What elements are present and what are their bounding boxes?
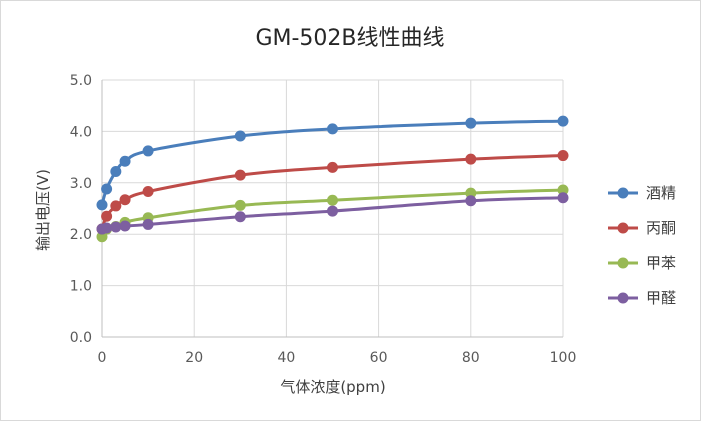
legend-label: 丙酮 bbox=[646, 219, 676, 237]
y-axis-title: 输出电压(V) bbox=[34, 169, 52, 251]
y-tick-label: 5.0 bbox=[70, 73, 92, 89]
y-tick-label: 2.0 bbox=[70, 227, 92, 243]
data-point bbox=[142, 186, 154, 198]
x-tick-label: 40 bbox=[277, 350, 295, 366]
data-point bbox=[101, 183, 113, 195]
series-1 bbox=[96, 115, 569, 211]
data-point bbox=[142, 218, 154, 230]
chart-title: GM-502B线性曲线 bbox=[255, 26, 444, 51]
data-point bbox=[119, 220, 131, 232]
legend-label: 酒精 bbox=[646, 184, 676, 202]
series-lines bbox=[96, 115, 569, 243]
legend-item: 甲醛 bbox=[608, 289, 676, 307]
data-point bbox=[327, 205, 338, 217]
data-point bbox=[234, 130, 246, 142]
data-point bbox=[234, 199, 246, 211]
series-line bbox=[100, 154, 565, 231]
legend-item: 甲苯 bbox=[608, 254, 676, 272]
data-point bbox=[327, 161, 338, 173]
x-tick-label: 80 bbox=[462, 350, 480, 366]
series-line bbox=[100, 119, 565, 207]
legend-swatch-marker bbox=[617, 257, 629, 269]
legend-swatch-marker bbox=[617, 222, 629, 234]
data-point bbox=[101, 210, 113, 222]
legend-label: 甲苯 bbox=[646, 254, 676, 272]
data-point bbox=[557, 150, 569, 162]
legend-label: 甲醛 bbox=[646, 289, 676, 307]
x-tick-label: 100 bbox=[550, 350, 577, 366]
data-point bbox=[101, 222, 113, 234]
data-point bbox=[142, 145, 154, 157]
data-point bbox=[110, 165, 122, 177]
data-point bbox=[327, 123, 338, 135]
series-4 bbox=[96, 192, 569, 235]
x-tick-label: 60 bbox=[370, 350, 388, 366]
series-2 bbox=[96, 150, 569, 235]
data-point bbox=[465, 153, 477, 165]
data-point bbox=[557, 192, 569, 204]
data-point bbox=[234, 169, 246, 181]
data-point bbox=[119, 155, 131, 167]
y-tick-labels: 0.0 1.0 2.0 3.0 4.0 5.0 bbox=[70, 73, 92, 346]
data-point bbox=[465, 187, 477, 199]
x-tick-labels: 0 20 40 60 80 100 bbox=[98, 350, 577, 366]
x-axis-title: 气体浓度(ppm) bbox=[280, 378, 385, 396]
data-point bbox=[557, 184, 569, 196]
y-tick-label: 0.0 bbox=[70, 330, 92, 346]
data-point bbox=[465, 117, 477, 129]
y-tick-label: 4.0 bbox=[70, 124, 92, 140]
legend-swatch-marker bbox=[617, 187, 629, 199]
data-point bbox=[465, 195, 477, 207]
data-point bbox=[119, 194, 131, 206]
data-point bbox=[96, 199, 108, 211]
data-point bbox=[327, 194, 338, 206]
legend-item: 丙酮 bbox=[608, 219, 676, 237]
y-tick-label: 3.0 bbox=[70, 176, 92, 192]
data-point bbox=[110, 221, 122, 233]
data-point bbox=[234, 211, 246, 223]
x-tick-label: 20 bbox=[185, 350, 203, 366]
data-point bbox=[557, 115, 569, 127]
legend-swatch-marker bbox=[617, 292, 629, 304]
data-point bbox=[110, 200, 122, 212]
legend-item: 酒精 bbox=[608, 184, 676, 202]
x-tick-label: 0 bbox=[98, 350, 107, 366]
y-tick-label: 1.0 bbox=[70, 279, 92, 295]
